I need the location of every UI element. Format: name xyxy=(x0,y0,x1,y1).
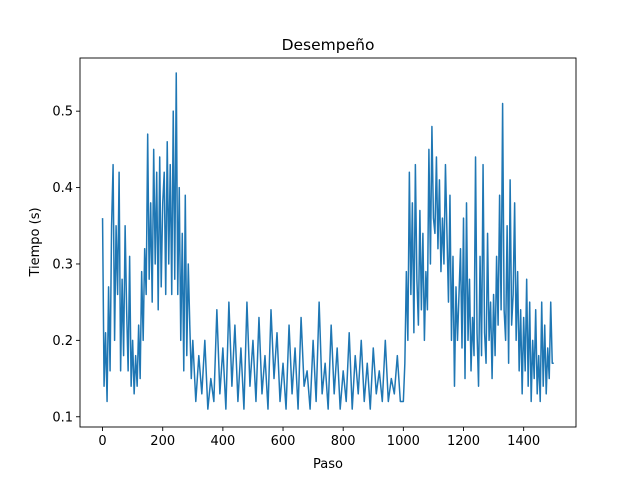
chart-title: Desempeño xyxy=(282,36,375,54)
x-tick-label: 1000 xyxy=(387,434,420,449)
series-layer xyxy=(101,72,554,410)
x-tick-label: 400 xyxy=(210,434,235,449)
x-tick-label: 600 xyxy=(271,434,296,449)
plot-frame xyxy=(79,57,577,428)
y-tick-label: 0.1 xyxy=(52,410,73,425)
series-line-0 xyxy=(101,72,554,410)
y-axis: 0.1 0.2 0.3 0.4 0.5 xyxy=(52,105,80,425)
y-tick-label: 0.4 xyxy=(52,181,73,196)
x-tick-label: 800 xyxy=(331,434,356,449)
x-tick-label: 200 xyxy=(150,434,175,449)
x-axis-label: Paso xyxy=(313,457,343,472)
y-axis-label: Tiempo (s) xyxy=(28,207,43,277)
y-tick-label: 0.2 xyxy=(52,334,73,349)
x-tick-label: 1200 xyxy=(447,434,480,449)
x-axis: 0 200 400 600 800 1000 1200 1400 xyxy=(98,427,540,449)
y-tick-label: 0.5 xyxy=(52,105,73,120)
x-tick-label: 1400 xyxy=(507,434,540,449)
y-tick-label: 0.3 xyxy=(52,257,73,272)
x-tick-label: 0 xyxy=(98,434,106,449)
